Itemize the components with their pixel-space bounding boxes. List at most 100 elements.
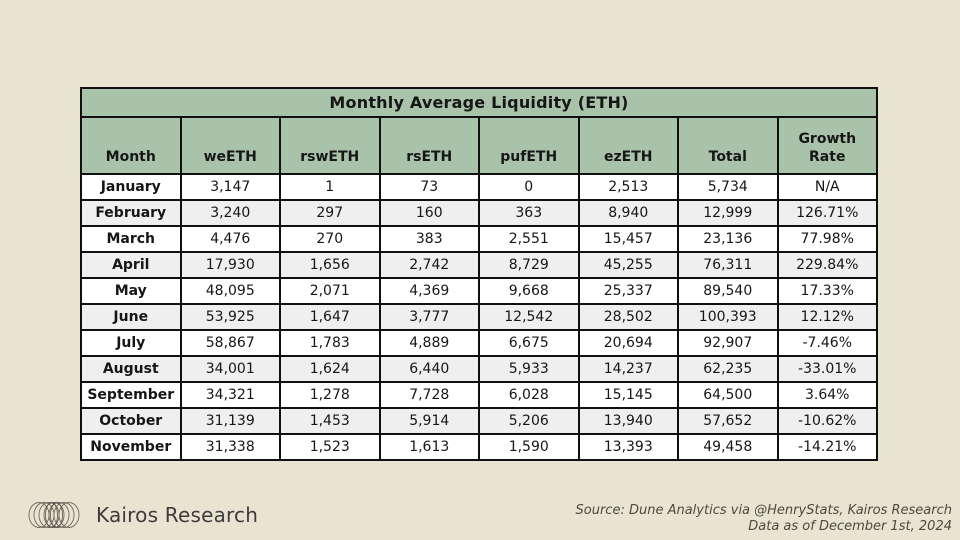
value-cell: 31,338 <box>179 433 281 461</box>
value-cell: 58,867 <box>179 329 281 357</box>
value-cell: 20,694 <box>577 329 679 357</box>
value-cell: 2,551 <box>478 225 580 253</box>
value-cell: -10.62% <box>776 407 878 435</box>
value-cell: 14,237 <box>577 355 679 383</box>
title-row: Monthly Average Liquidity (ETH) <box>80 87 878 118</box>
value-cell: 1,278 <box>279 381 381 409</box>
value-cell: 1,613 <box>378 433 480 461</box>
month-cell: July <box>80 329 182 357</box>
value-cell: -33.01% <box>776 355 878 383</box>
value-cell: 17.33% <box>776 277 878 305</box>
month-cell: June <box>80 303 182 331</box>
table-body: January 3,147 1 73 0 2,513 5,734 N/A February 3,2… <box>80 173 878 461</box>
value-cell: 48,095 <box>179 277 281 305</box>
value-cell: 1,647 <box>279 303 381 331</box>
value-cell: 5,933 <box>478 355 580 383</box>
value-cell: 2,071 <box>279 277 381 305</box>
month-cell: May <box>80 277 182 305</box>
value-cell: 1,590 <box>478 433 580 461</box>
value-cell: 64,500 <box>677 381 779 409</box>
value-cell: 160 <box>378 199 480 227</box>
source-line: Source: Dune Analytics via @HenryStats, … <box>575 502 952 518</box>
value-cell: 3,777 <box>378 303 480 331</box>
value-cell: 45,255 <box>577 251 679 279</box>
value-cell: 4,369 <box>378 277 480 305</box>
value-cell: 1 <box>279 173 381 201</box>
value-cell: 383 <box>378 225 480 253</box>
value-cell: 1,453 <box>279 407 381 435</box>
table-row: February 3,240 297 160 363 8,940 12,999 126.71% <box>80 199 878 227</box>
value-cell: 57,652 <box>677 407 779 435</box>
value-cell: 1,783 <box>279 329 381 357</box>
value-cell: 62,235 <box>677 355 779 383</box>
value-cell: 2,742 <box>378 251 480 279</box>
value-cell: 92,907 <box>677 329 779 357</box>
source-attribution: Source: Dune Analytics via @HenryStats, … <box>576 503 952 536</box>
month-cell: March <box>80 225 182 253</box>
value-cell: 5,734 <box>677 173 779 201</box>
value-cell: 89,540 <box>677 277 779 305</box>
column-header-weeth: weETH <box>179 116 281 175</box>
value-cell: 15,145 <box>577 381 679 409</box>
value-cell: 25,337 <box>577 277 679 305</box>
value-cell: 9,668 <box>478 277 580 305</box>
value-cell: 23,136 <box>677 225 779 253</box>
value-cell: 0 <box>478 173 580 201</box>
value-cell: 2,513 <box>577 173 679 201</box>
brand-name: Kairos Research <box>96 503 259 527</box>
kairos-logo-icon <box>28 502 80 528</box>
value-cell: 1,523 <box>279 433 381 461</box>
value-cell: 49,458 <box>677 433 779 461</box>
value-cell: 12,542 <box>478 303 580 331</box>
value-cell: 13,393 <box>577 433 679 461</box>
value-cell: 15,457 <box>577 225 679 253</box>
value-cell: 3,147 <box>179 173 281 201</box>
table-row: July 58,867 1,783 4,889 6,675 20,694 92,907 -7.… <box>80 329 878 357</box>
column-header-row: Month weETH rswETH rsETH pufETH ezETH Total Gro… <box>80 116 878 175</box>
table-row: August 34,001 1,624 6,440 5,933 14,237 62,235-… <box>80 355 878 383</box>
value-cell: 8,729 <box>478 251 580 279</box>
column-header-month: Month <box>80 116 182 175</box>
value-cell: 34,001 <box>179 355 281 383</box>
table-title: Monthly Average Liquidity (ETH) <box>80 87 878 118</box>
value-cell: 34,321 <box>179 381 281 409</box>
month-cell: August <box>80 355 182 383</box>
column-header-pufeth: pufETH <box>478 116 580 175</box>
value-cell: 76,311 <box>677 251 779 279</box>
value-cell: -14.21% <box>776 433 878 461</box>
column-header-rseth: rsETH <box>378 116 480 175</box>
value-cell: 7,728 <box>378 381 480 409</box>
value-cell: 6,440 <box>378 355 480 383</box>
table-head: Monthly Average Liquidity (ETH) Month weE… <box>80 87 878 175</box>
value-cell: 4,889 <box>378 329 480 357</box>
value-cell: 5,914 <box>378 407 480 435</box>
value-cell: 3,240 <box>179 199 281 227</box>
brand-block: Kairos Research <box>26 496 258 534</box>
table-row: April 17,930 1,656 2,742 8,729 45,255 76,311 22… <box>80 251 878 279</box>
month-cell: April <box>80 251 182 279</box>
table-row: June 53,925 1,647 3,777 12,542 28,502 100,393 1… <box>80 303 878 331</box>
value-cell: 1,624 <box>279 355 381 383</box>
liquidity-table: Monthly Average Liquidity (ETH) Month weE… <box>80 87 878 461</box>
month-cell: February <box>80 199 182 227</box>
column-header-rsweth: rswETH <box>279 116 381 175</box>
value-cell: 270 <box>279 225 381 253</box>
column-header-growth-rate: Growth Rate <box>776 116 878 175</box>
value-cell: 4,476 <box>179 225 281 253</box>
value-cell: 1,656 <box>279 251 381 279</box>
table-row: January 3,147 1 73 0 2,513 5,734 N/A <box>80 173 878 201</box>
value-cell: 6,675 <box>478 329 580 357</box>
value-cell: 53,925 <box>179 303 281 331</box>
table-row: May 48,095 2,071 4,369 9,668 25,337 89,540 17.3… <box>80 277 878 305</box>
value-cell: 3.64% <box>776 381 878 409</box>
value-cell: 8,940 <box>577 199 679 227</box>
value-cell: 73 <box>378 173 480 201</box>
value-cell: 17,930 <box>179 251 281 279</box>
month-cell: October <box>80 407 182 435</box>
value-cell: 363 <box>478 199 580 227</box>
value-cell: 100,393 <box>677 303 779 331</box>
value-cell: 297 <box>279 199 381 227</box>
value-cell: 28,502 <box>577 303 679 331</box>
value-cell: 229.84% <box>776 251 878 279</box>
